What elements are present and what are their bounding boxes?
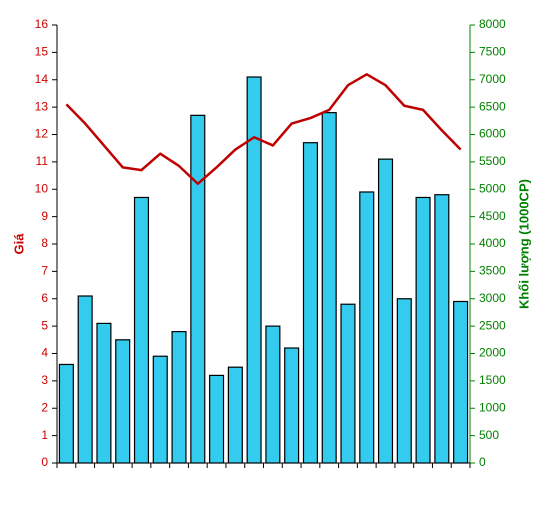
bar [265, 325, 281, 464]
bar [190, 114, 206, 464]
y2-tick-label: 8000 [479, 17, 506, 31]
y2-tick-label: 0 [479, 455, 486, 469]
y-tick-label: 9 [41, 209, 48, 223]
y2-tick-label: 5500 [479, 154, 506, 168]
y2-tick-label: 3500 [479, 264, 506, 278]
y-tick-label: 16 [35, 17, 49, 31]
bar [302, 142, 318, 464]
y2-tick-label: 6000 [479, 127, 506, 141]
bar [377, 158, 394, 464]
bar [434, 194, 450, 464]
y-tick-label: 2 [41, 400, 48, 414]
bar [415, 196, 431, 464]
bar [152, 355, 168, 464]
y-tick-label: 1 [41, 428, 48, 442]
y-tick-label: 7 [41, 264, 48, 278]
bar [96, 322, 112, 464]
bar [340, 303, 356, 464]
y2-tick-label: 500 [479, 428, 499, 442]
y2-tick-label: 2500 [479, 318, 506, 332]
y-tick-label: 14 [35, 72, 49, 86]
y2-axis-title: Khối lượng (1000CP) [516, 179, 531, 309]
y-tick-label: 0 [41, 455, 48, 469]
line [65, 73, 462, 186]
bar [171, 331, 187, 464]
y-tick-label: 4 [41, 346, 48, 360]
y2-tick-label: 3000 [479, 291, 506, 305]
y-tick-label: 6 [41, 291, 48, 305]
bar [77, 295, 93, 464]
y-tick-label: 13 [35, 99, 49, 113]
bar [209, 374, 225, 464]
y2-tick-label: 7500 [479, 45, 506, 59]
y-tick-label: 15 [35, 45, 49, 59]
bar [227, 366, 243, 464]
bar [58, 363, 74, 464]
y-tick-label: 10 [35, 181, 49, 195]
bar [453, 300, 469, 464]
y-tick-label: 12 [35, 127, 49, 141]
bar [359, 191, 375, 464]
bar [396, 298, 412, 464]
y2-tick-label: 7000 [479, 72, 506, 86]
bar [133, 196, 150, 464]
bar [115, 339, 131, 464]
bar [321, 111, 337, 464]
y2-tick-label: 6500 [479, 99, 506, 113]
y-axis-title: Giá [11, 233, 26, 255]
y2-tick-label: 2000 [479, 346, 506, 360]
y-tick-label: 8 [41, 236, 48, 250]
y2-tick-label: 5000 [479, 181, 506, 195]
bar [284, 347, 300, 464]
y2-tick-label: 4000 [479, 236, 506, 250]
y2-tick-label: 1000 [479, 400, 506, 414]
y-tick-label: 3 [41, 373, 48, 387]
bar [246, 76, 262, 464]
y2-tick-label: 4500 [479, 209, 506, 223]
y-tick-label: 5 [41, 318, 48, 332]
y-tick-label: 11 [36, 154, 49, 168]
y2-tick-label: 1500 [479, 373, 506, 387]
